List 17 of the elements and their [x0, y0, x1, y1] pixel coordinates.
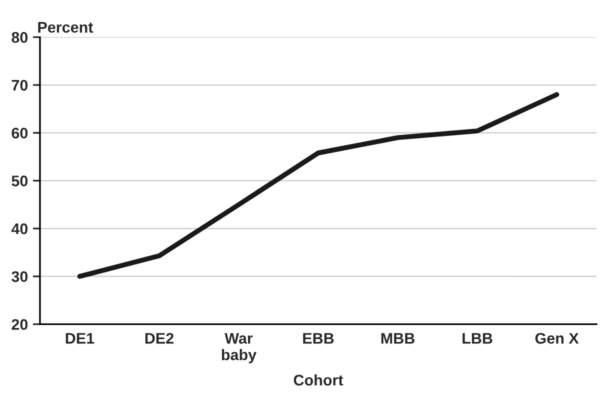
- line-series: [77, 92, 560, 279]
- x-tick-label: Gen X: [535, 332, 579, 344]
- x-tick-label: LBB: [462, 333, 492, 344]
- x-tick-label: War baby: [222, 333, 256, 364]
- y-tick-label: 40: [11, 223, 28, 234]
- y-axis-title: Percent: [38, 22, 94, 33]
- y-tick-label: 20: [12, 319, 28, 330]
- y-tick-label: 50: [12, 176, 28, 186]
- x-axis-title: Cohort: [294, 374, 344, 386]
- x-tick-label: MBB: [381, 333, 414, 344]
- y-tick-label: 70: [12, 80, 28, 91]
- x-tick-label: DE2: [145, 332, 174, 344]
- y-tick-label: 30: [12, 271, 28, 282]
- x-tick-label: DE1: [66, 333, 94, 344]
- x-tick-label: EBB: [303, 333, 334, 344]
- y-tick-label: 60: [12, 128, 28, 139]
- y-tick-label: 80: [12, 32, 28, 43]
